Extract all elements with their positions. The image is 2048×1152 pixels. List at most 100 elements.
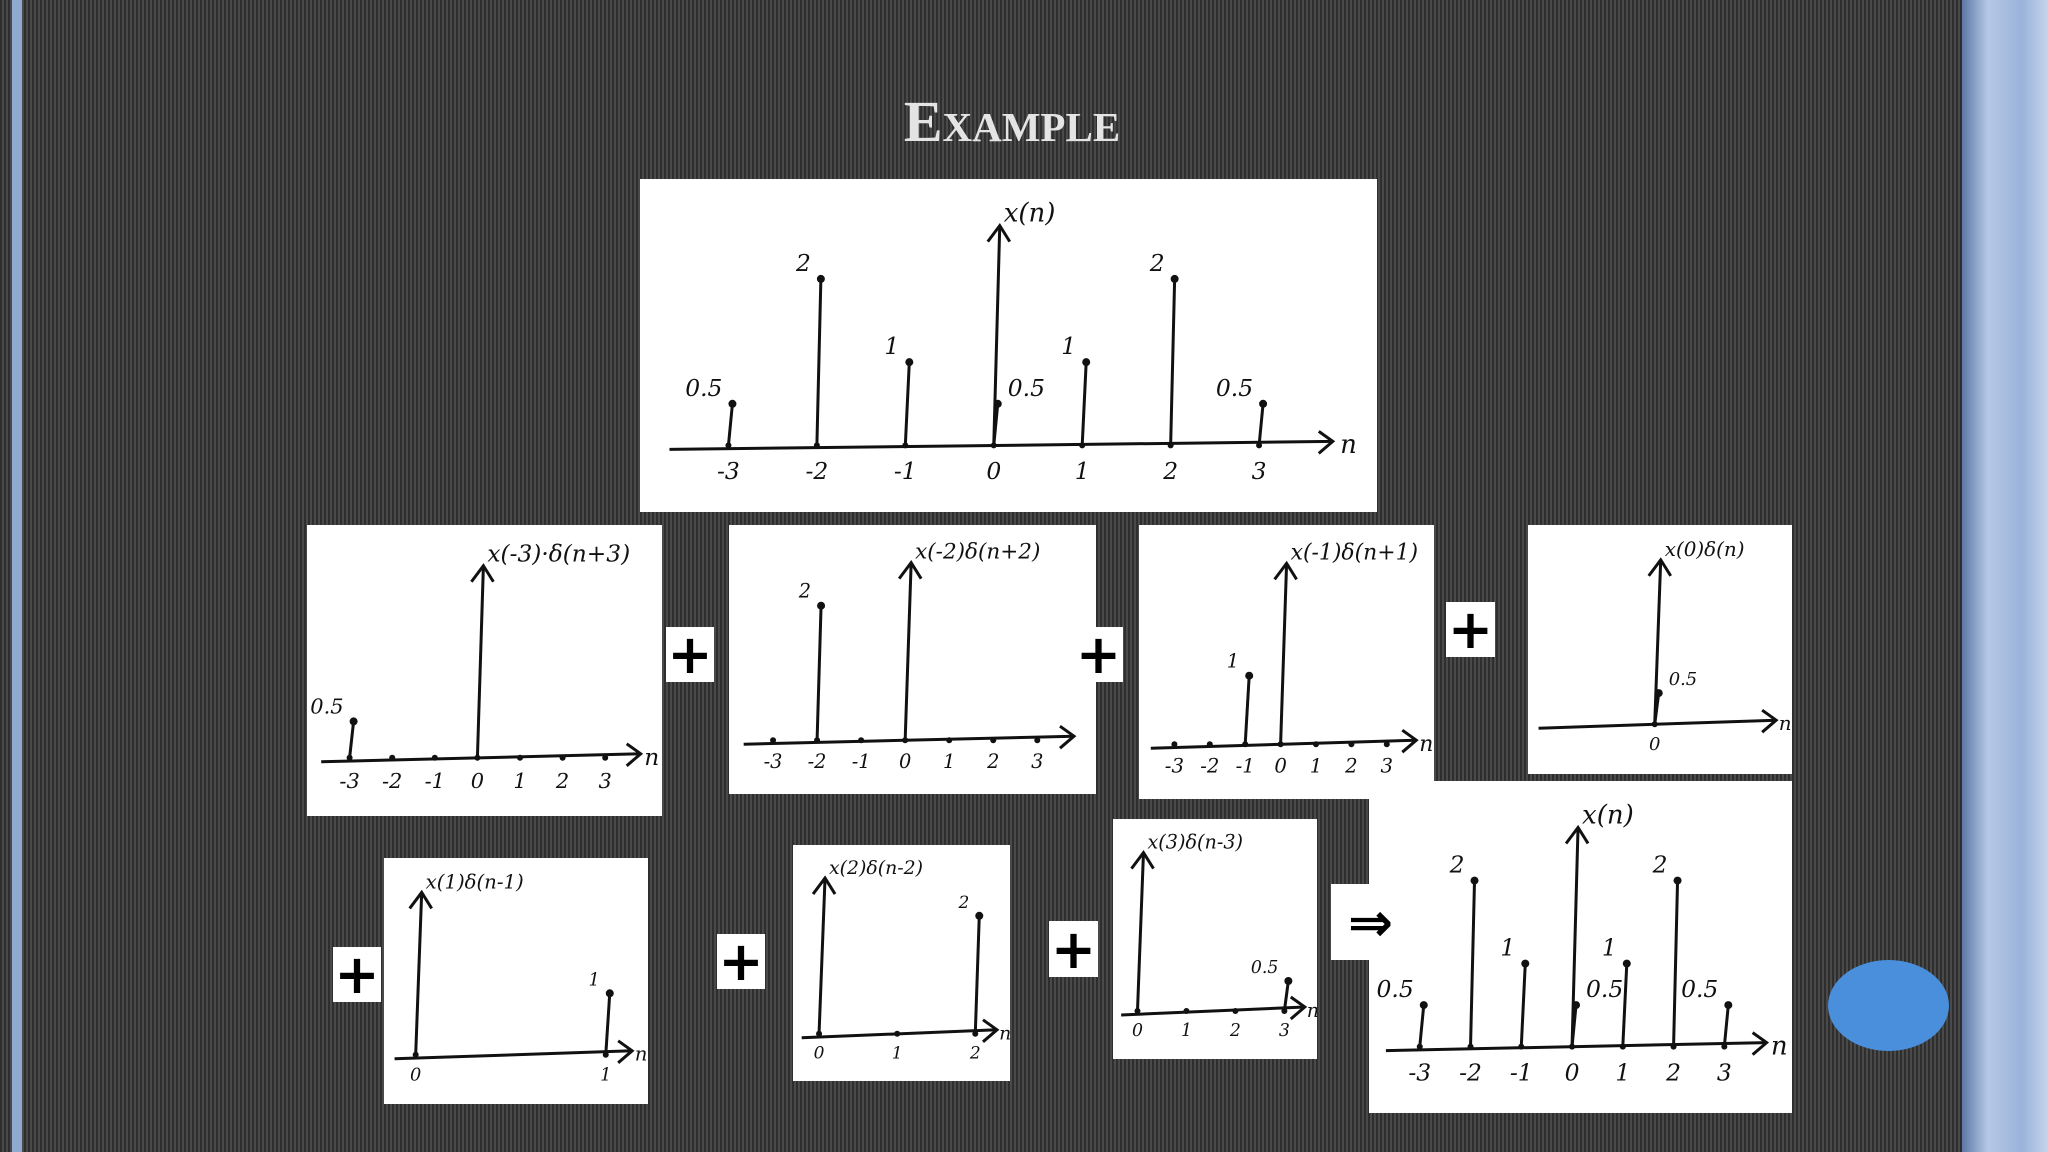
signal-label: x(n) <box>1004 199 1056 229</box>
stem <box>1169 278 1177 446</box>
tick-label: 3 <box>1717 1058 1732 1086</box>
stem <box>1621 963 1629 1047</box>
plus-sign: + <box>666 623 714 686</box>
nav-button[interactable] <box>1828 960 1949 1051</box>
impulse-plot: n x(1)δ(n-1) 0 1 1 <box>384 858 648 1104</box>
tick-mark <box>1277 741 1284 748</box>
tick-label: 0 <box>471 769 484 793</box>
axis-label: n <box>1307 999 1317 1022</box>
result-plot: n x(n) -3 -2 -1 0 1 2 3 0.5 2 1 0.5 1 2 0.5 <box>1369 781 1792 1113</box>
impulse-plot: nx(-1)δ(n+1)-3 -2 -1 0 1 2 31 <box>1139 525 1434 799</box>
stem-dot <box>349 717 358 726</box>
stem-dot <box>1673 876 1682 885</box>
tick-label: 3 <box>599 769 612 793</box>
impulse-plot: n x(2)δ(n-2) 0 1 2 2 <box>793 845 1010 1081</box>
stem-dot <box>1724 1001 1733 1010</box>
vertical-axis <box>1135 852 1145 1012</box>
axis-arrowhead <box>1273 560 1298 581</box>
vertical-axis <box>903 562 913 741</box>
plus-sign: + <box>1049 917 1098 981</box>
stem-label: 1 <box>884 332 899 360</box>
axis-label: n <box>635 1043 648 1066</box>
stem-dot <box>1259 399 1268 408</box>
stem <box>815 278 823 446</box>
tick-label: 2 <box>1162 457 1178 485</box>
axis-label: n <box>1340 430 1357 460</box>
tick-mark <box>902 737 909 744</box>
tick-label: -2 <box>1459 1058 1482 1086</box>
stem-label: 0.5 <box>685 374 722 402</box>
tick-mark <box>474 754 481 761</box>
tick-label: -1 <box>425 769 445 793</box>
tick-label: 1 <box>1075 457 1090 485</box>
stem <box>1080 362 1088 446</box>
stem-label: 1 <box>1500 934 1515 962</box>
stem-label: 0.5 <box>1681 975 1718 1003</box>
vertical-axis <box>992 225 1002 446</box>
vertical-axis <box>1653 559 1663 725</box>
signal-label: x(1)δ(n-1) <box>426 870 524 893</box>
tick-mark <box>946 737 953 744</box>
tick-label: 1 <box>943 750 955 773</box>
tick-label: -1 <box>852 750 871 773</box>
stem <box>1243 675 1251 745</box>
stem-label: 2 <box>798 580 811 603</box>
tick-label: 3 <box>1279 1021 1290 1041</box>
stem-label: 2 <box>957 893 969 913</box>
tick-mark <box>894 1030 901 1037</box>
tick-mark <box>1383 741 1390 748</box>
stem <box>1418 1004 1426 1047</box>
stem-dot <box>1622 959 1631 968</box>
tick-mark <box>1134 1008 1141 1014</box>
stem-dot <box>1654 689 1663 698</box>
stem-label: 1 <box>588 970 599 990</box>
tick-mark <box>990 737 997 744</box>
stem <box>1570 1004 1578 1047</box>
stem-label: 0.5 <box>310 694 343 718</box>
tick-label: -3 <box>1408 1058 1431 1086</box>
tick-mark <box>1171 741 1178 748</box>
tick-mark <box>816 1030 823 1037</box>
tick-label: 2 <box>555 769 569 793</box>
stem <box>973 915 981 1034</box>
stem <box>1653 692 1661 725</box>
stem-label: 2 <box>1149 249 1165 277</box>
stem-dot <box>1572 1001 1581 1010</box>
tick-mark <box>1348 741 1355 748</box>
tick-label: 0 <box>1649 734 1660 755</box>
stem <box>348 721 356 758</box>
axis-arrowhead <box>1751 1031 1770 1056</box>
tick-label: -3 <box>339 769 359 793</box>
stem-label: 0.5 <box>1377 975 1414 1003</box>
n-axis <box>1121 1005 1305 1017</box>
tick-label: 0 <box>1274 755 1287 778</box>
stem-dot <box>975 911 984 920</box>
axis-arrowhead <box>625 742 644 767</box>
tick-label: 2 <box>1229 1021 1241 1041</box>
stem-dot <box>993 399 1002 408</box>
tick-mark <box>431 754 438 761</box>
stem <box>726 403 734 446</box>
slide-title: Example <box>903 89 1121 154</box>
tick-label: 0 <box>1565 1058 1580 1086</box>
tick-label: 1 <box>892 1043 903 1063</box>
axis-arrowhead <box>408 889 433 910</box>
n-axis <box>669 439 1333 451</box>
tick-mark <box>412 1051 419 1058</box>
signal-label: x(-3)·δ(n+3) <box>487 541 630 568</box>
stem-label: 1 <box>1061 332 1076 360</box>
vertical-axis <box>1279 563 1289 745</box>
tick-label: -2 <box>382 769 402 793</box>
tick-label: 2 <box>1344 755 1358 778</box>
impulse-plot: n x(0)δ(n) 0 0.5 <box>1528 525 1792 774</box>
tick-label: 0 <box>899 750 911 773</box>
tick-mark <box>559 754 566 761</box>
stem <box>815 605 823 741</box>
stem <box>604 993 612 1055</box>
stem-label: 2 <box>1449 851 1465 879</box>
vertical-axis <box>475 565 485 758</box>
signal-label: x(-2)δ(n+2) <box>915 540 1040 565</box>
axis-arrowhead <box>1564 824 1590 845</box>
tick-label: -3 <box>764 750 783 773</box>
stem-label: 1 <box>1227 650 1240 673</box>
